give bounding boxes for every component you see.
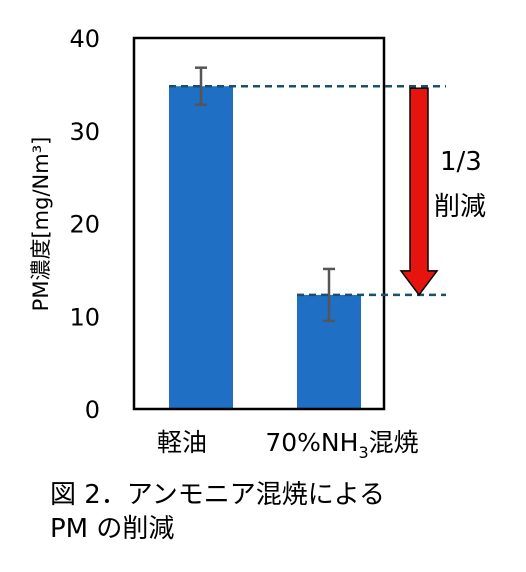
down-arrow-icon — [399, 87, 439, 297]
pm-concentration-chart: 0 10 20 30 40 PM濃度[mg/Nm³] 1/3 削減 軽油 70%NH3混焼 — [29, 25, 486, 462]
category-label: 70%NH3混焼 — [265, 428, 418, 462]
bar — [169, 86, 233, 409]
error-bar — [323, 267, 335, 323]
category-label: 軽油 — [157, 428, 207, 457]
error-bars — [195, 66, 335, 323]
y-tick-label: 10 — [69, 303, 100, 331]
caption-line-2: PM の削減 — [50, 514, 175, 544]
error-bar — [195, 66, 207, 107]
caption-line-1: 図 2．アンモニア混焼による — [50, 480, 385, 510]
y-tick-label: 40 — [69, 25, 100, 53]
annotation-fraction: 1/3 — [440, 147, 482, 177]
y-tick-label: 30 — [69, 118, 100, 146]
category-labels: 軽油 70%NH3混焼 — [157, 428, 419, 462]
reference-lines — [169, 84, 446, 297]
bars — [169, 86, 361, 409]
y-tick-label: 0 — [85, 396, 100, 424]
reduction-arrow — [399, 87, 439, 297]
y-axis-label: PM濃度[mg/Nm³] — [29, 137, 53, 312]
annotation-reduction: 削減 — [434, 192, 486, 222]
figure-caption: 図 2．アンモニア混焼による PM の削減 — [50, 478, 385, 546]
y-tick-label: 20 — [69, 211, 100, 239]
plot-frame — [132, 36, 386, 411]
y-tick-labels: 0 10 20 30 40 — [69, 25, 100, 424]
